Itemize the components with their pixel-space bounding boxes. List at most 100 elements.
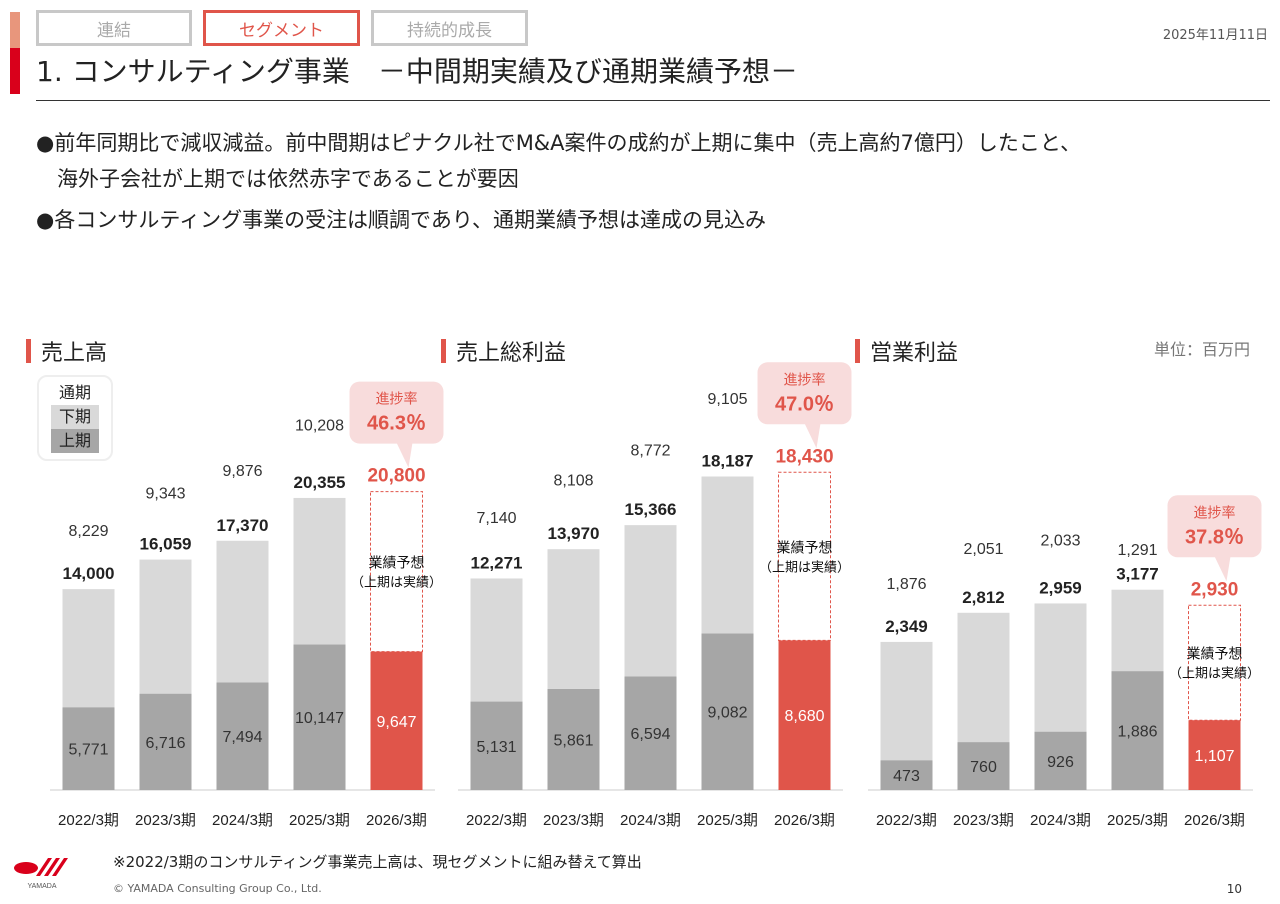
h2-value-label: 10,208 <box>295 418 344 435</box>
total-value-label: 16,059 <box>140 535 192 554</box>
h1-bar <box>293 644 346 790</box>
total-value-label: 18,187 <box>702 451 754 470</box>
page-number: 10 <box>1226 882 1242 896</box>
legend: 通期 下期 上期 <box>37 375 113 461</box>
x-tick-label: 2022/3期 <box>876 812 937 829</box>
h1-bar <box>1111 671 1164 790</box>
h2-bar <box>470 578 523 702</box>
h2-bar <box>1034 603 1087 732</box>
legend-h2: 下期 <box>51 405 99 429</box>
h2-value-label: 9,105 <box>707 391 747 408</box>
h2-value-label: 1,876 <box>886 576 926 593</box>
svg-text:YAMADA: YAMADA <box>27 883 56 890</box>
accent-bar <box>10 12 20 48</box>
forecast-h1-bar <box>370 651 423 790</box>
tab-consolidated[interactable]: 連結 <box>36 10 192 46</box>
callout-pointer <box>804 423 821 449</box>
total-value-label: 20,800 <box>367 466 425 487</box>
forecast-h1-bar <box>1188 720 1241 790</box>
h2-bar <box>701 476 754 634</box>
total-value-label: 12,271 <box>471 553 523 572</box>
total-value-label: 14,000 <box>63 564 115 583</box>
x-tick-label: 2023/3期 <box>953 812 1014 829</box>
page-title: 1. コンサルティング事業 －中間期実績及び通期業績予想－ <box>36 55 798 88</box>
h1-bar <box>880 760 933 790</box>
h1-bar <box>62 707 115 790</box>
h1-value-label: 5,771 <box>68 742 108 759</box>
h2-value-label: 8,108 <box>553 472 593 489</box>
h1-bar <box>470 701 523 790</box>
legend-h1: 上期 <box>51 429 99 453</box>
title-divider <box>36 100 1270 101</box>
h2-bar <box>957 612 1010 743</box>
h1-bar <box>1034 731 1087 790</box>
x-tick-label: 2026/3期 <box>774 812 835 829</box>
progress-label: 進捗率 <box>784 371 826 387</box>
forecast-h1-bar <box>778 640 831 790</box>
total-value-label: 15,366 <box>625 500 677 519</box>
h1-bar <box>547 688 600 790</box>
h1-value-label: 473 <box>893 768 920 785</box>
progress-value: 47.0％ <box>775 393 834 415</box>
x-tick-label: 2023/3期 <box>135 812 196 829</box>
x-tick-label: 2024/3期 <box>620 812 681 829</box>
forecast-label: （上期は実績） <box>351 575 442 590</box>
total-value-label: 13,970 <box>548 524 600 543</box>
total-value-label: 3,177 <box>1116 565 1159 584</box>
h2-value-label: 2,051 <box>963 541 1003 558</box>
date: 2025年11月11日 <box>1162 28 1268 43</box>
h2-value-label: 1,291 <box>1117 542 1157 559</box>
callout-pointer <box>1214 556 1231 582</box>
x-tick-label: 2024/3期 <box>212 812 273 829</box>
h1-bar <box>701 633 754 790</box>
total-value-label: 2,349 <box>885 617 928 636</box>
h1-value-label: 5,861 <box>553 732 593 749</box>
progress-label: 進捗率 <box>376 391 418 407</box>
h1-bar <box>139 693 192 790</box>
h1-value-label: 926 <box>1047 754 1074 771</box>
x-tick-label: 2022/3期 <box>58 812 119 829</box>
h1-value-label: 6,716 <box>145 735 185 752</box>
forecast-outline <box>370 491 423 653</box>
legend-full-year: 通期 <box>58 383 91 402</box>
h2-bar <box>1111 589 1164 672</box>
h1-bar <box>624 676 677 790</box>
x-tick-label: 2026/3期 <box>366 812 427 829</box>
chart-title-operating-profit: 営業利益 <box>855 335 958 367</box>
x-tick-label: 2026/3期 <box>1184 812 1245 829</box>
h2-value-label: 8,229 <box>68 523 108 540</box>
forecast-outline <box>778 471 831 641</box>
h1-value-label: 8,680 <box>784 708 824 725</box>
bullet-text: ●各コンサルティング事業の受注は順調であり、通期業績予想は達成の見込み <box>36 208 767 232</box>
forecast-outline <box>1188 604 1241 721</box>
tab-sustainable-growth[interactable]: 持続的成長 <box>371 10 528 46</box>
h1-value-label: 760 <box>970 759 997 776</box>
bullet-text: 海外子会社が上期では依然赤字であることが要因 <box>36 167 519 191</box>
footnote: ※2022/3期のコンサルティング事業売上高は、現セグメントに組み替えて算出 <box>113 853 642 871</box>
h2-value-label: 9,343 <box>145 486 185 503</box>
progress-label: 進捗率 <box>1194 504 1236 520</box>
h1-bar <box>957 742 1010 790</box>
h1-value-label: 6,594 <box>630 726 670 743</box>
h1-value-label: 1,107 <box>1194 748 1234 765</box>
h1-value-label: 7,494 <box>222 729 262 746</box>
h1-value-label: 9,647 <box>376 714 416 731</box>
tab-segment[interactable]: セグメント <box>203 10 360 46</box>
total-value-label: 20,355 <box>294 473 346 492</box>
progress-callout <box>349 381 444 444</box>
x-tick-label: 2023/3期 <box>543 812 604 829</box>
h2-bar <box>62 589 115 708</box>
total-value-label: 2,959 <box>1039 578 1082 597</box>
h2-bar <box>624 525 677 677</box>
total-value-label: 18,430 <box>775 446 833 467</box>
x-tick-label: 2025/3期 <box>289 812 350 829</box>
h2-value-label: 8,772 <box>630 443 670 460</box>
total-value-label: 2,930 <box>1191 579 1239 600</box>
h1-value-label: 1,886 <box>1117 724 1157 741</box>
chart-title-gross-profit: 売上総利益 <box>441 335 566 367</box>
progress-value: 37.8％ <box>1185 526 1244 548</box>
forecast-label: （上期は実績） <box>759 559 850 574</box>
unit-label: 単位：百万円 <box>1153 340 1250 359</box>
progress-callout <box>1167 495 1262 558</box>
h2-value-label: 9,876 <box>222 463 262 480</box>
